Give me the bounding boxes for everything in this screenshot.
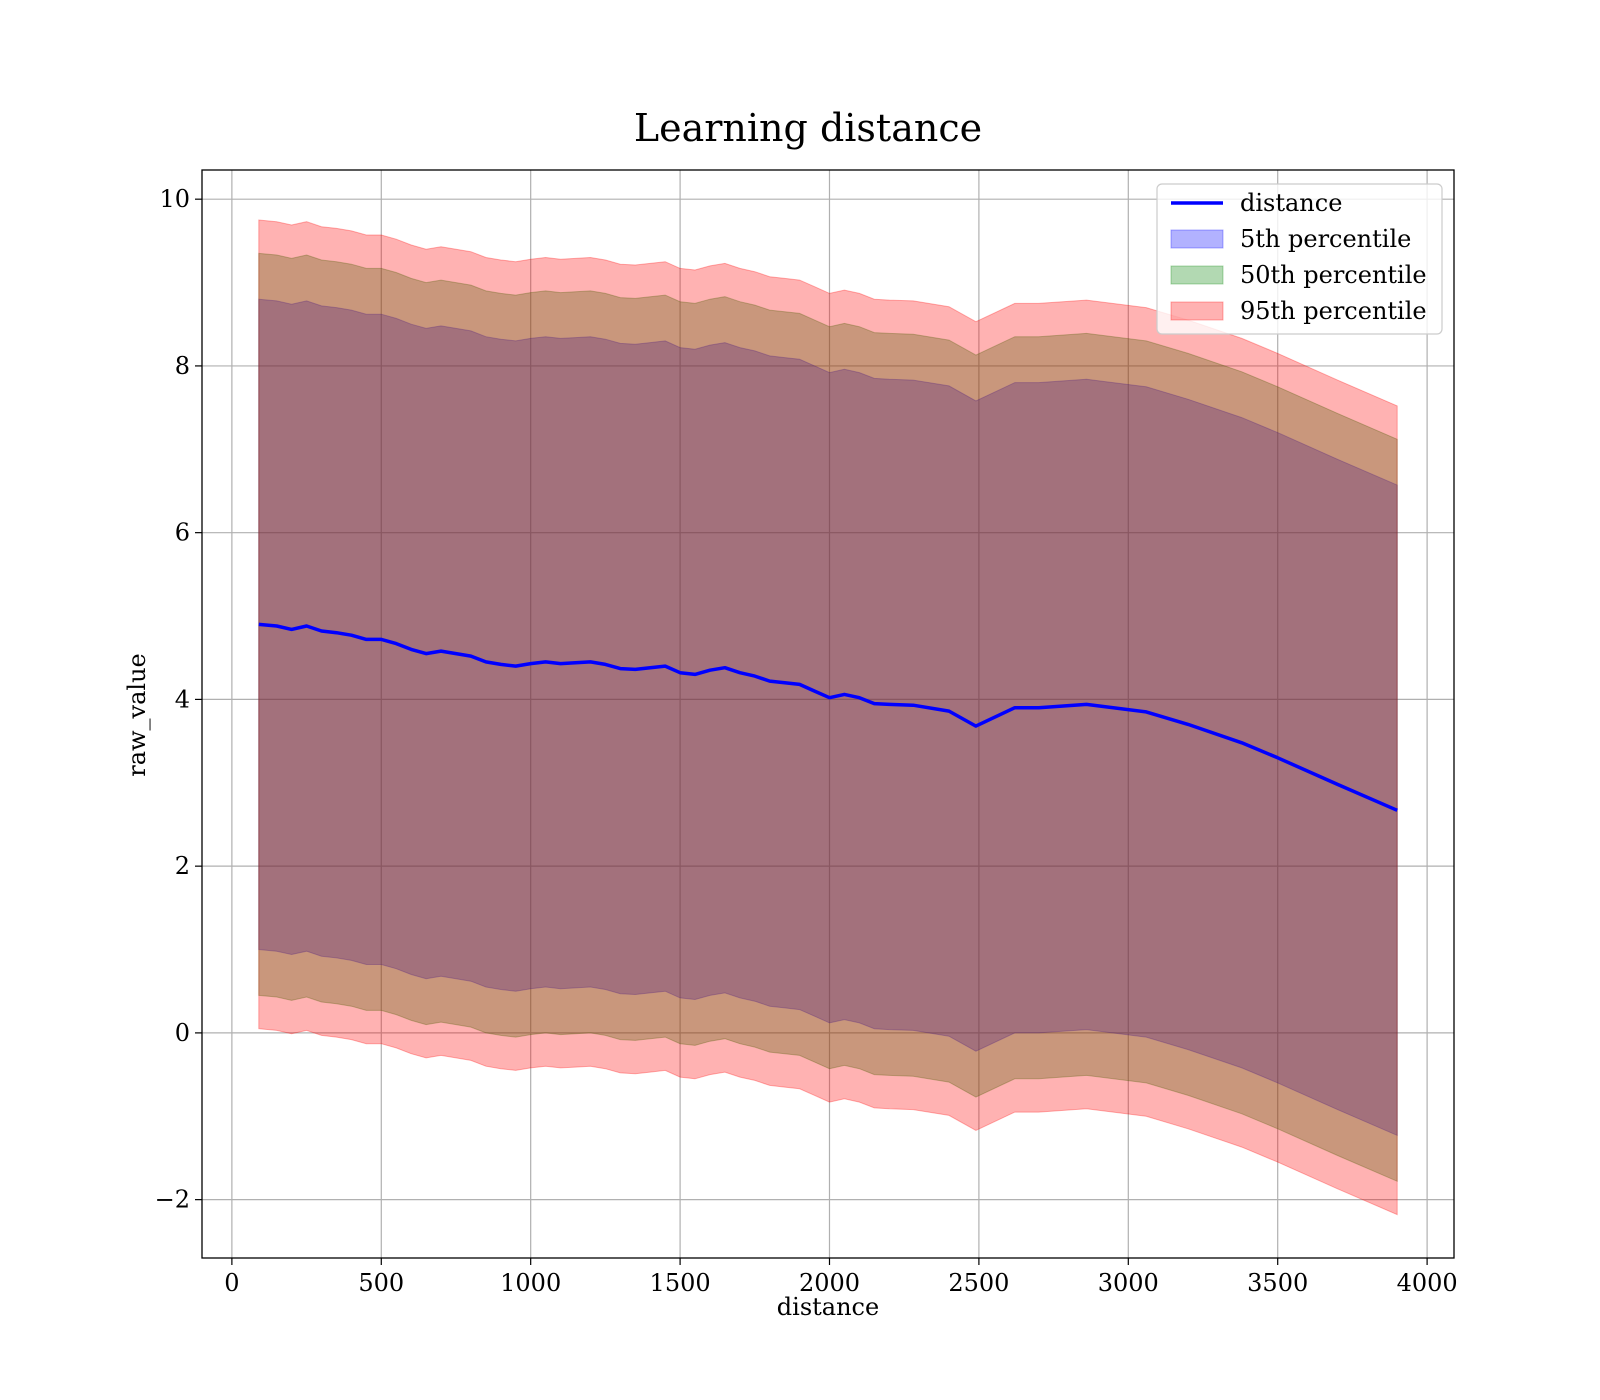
x-tick-label: 1000 <box>500 1269 561 1297</box>
series-lines <box>258 622 1398 812</box>
x-tick-label: 3500 <box>1247 1269 1308 1297</box>
y-axis-label: raw_value <box>123 653 151 777</box>
band-50th-percentile <box>258 252 1398 1183</box>
x-tick-label: 2000 <box>799 1269 860 1297</box>
legend-label: 95th percentile <box>1240 297 1427 325</box>
series-line-distance <box>258 622 1398 812</box>
legend-swatch-patch <box>1170 301 1224 321</box>
y-tick-label: 8 <box>175 352 190 380</box>
x-tick-label: 2500 <box>948 1269 1009 1297</box>
x-tick-label: 0 <box>224 1269 239 1297</box>
legend: distance 5th percentile 50th percentile 95t… <box>1156 183 1443 335</box>
y-tick-label: −2 <box>155 1186 190 1214</box>
legend-swatch-patch <box>1170 265 1224 285</box>
x-tick-label: 1500 <box>650 1269 711 1297</box>
y-tick-label: 2 <box>175 852 190 880</box>
axes: 0 500 1000 1500 2000 2500 3000 3500 4000 −2 0 2 4 6 8 1… <box>155 169 1458 1297</box>
y-tick-label: 6 <box>175 519 190 547</box>
legend-label: 50th percentile <box>1240 261 1427 289</box>
y-tick-label: 4 <box>175 685 190 713</box>
x-tick-label: 4000 <box>1397 1269 1458 1297</box>
band-5th-percentile <box>258 298 1398 1137</box>
legend-box <box>1156 183 1443 335</box>
bands <box>258 219 1398 1216</box>
x-axis-label: distance <box>777 1293 879 1321</box>
band-95th-percentile <box>258 219 1398 1216</box>
legend-swatch-patch <box>1170 229 1224 249</box>
x-tick-label: 500 <box>358 1269 404 1297</box>
y-tick-label: 0 <box>175 1019 190 1047</box>
legend-label: 5th percentile <box>1240 225 1411 253</box>
y-tick-label: 10 <box>159 185 190 213</box>
x-tick-label: 3000 <box>1098 1269 1159 1297</box>
chart-title: Learning distance <box>634 106 982 150</box>
grid <box>202 170 1454 1258</box>
plot-frame <box>201 169 1455 1259</box>
legend-label: distance <box>1240 189 1342 217</box>
